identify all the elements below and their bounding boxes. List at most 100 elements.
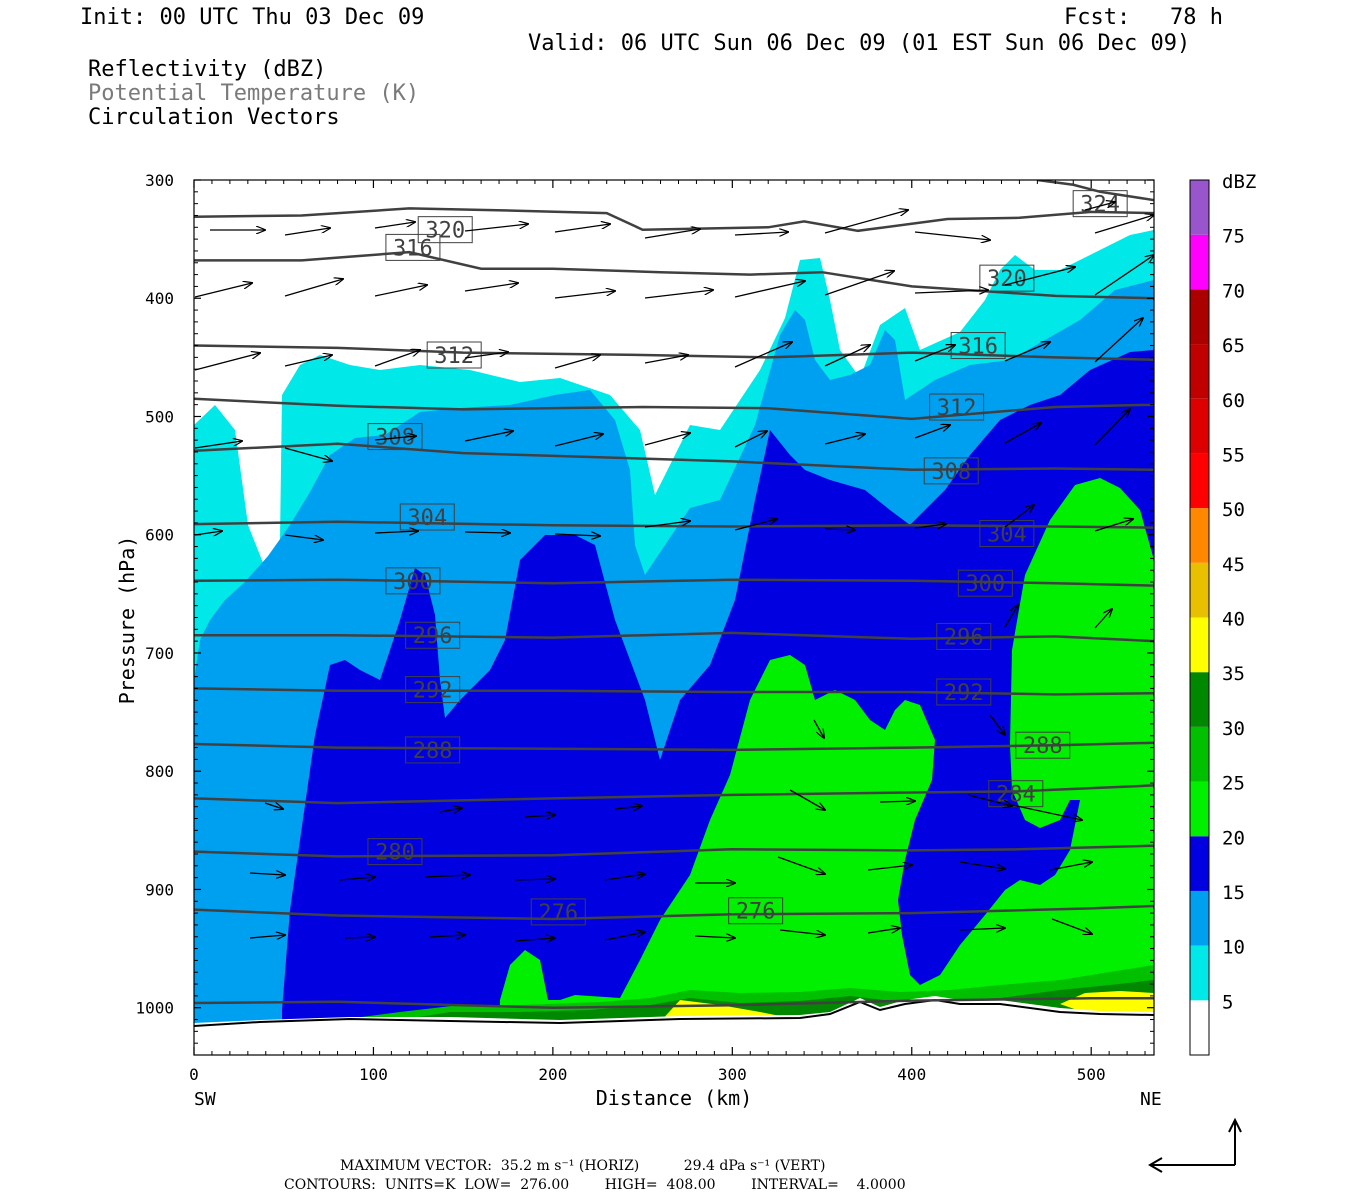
theta-label-box bbox=[1015, 731, 1071, 759]
circulation-vector bbox=[824, 434, 865, 445]
circulation-vector bbox=[644, 229, 700, 239]
init-time: Init: 00 UTC Thu 03 Dec 09 bbox=[80, 5, 425, 30]
theta-label-box bbox=[979, 520, 1035, 548]
theta-label-box bbox=[426, 341, 482, 369]
theta-contour-line bbox=[194, 250, 1154, 300]
colorbar-label: 30 bbox=[1222, 718, 1245, 740]
theta-label: 288 bbox=[413, 739, 453, 764]
circulation-vector bbox=[914, 345, 955, 362]
theta-label: 312 bbox=[434, 344, 474, 369]
y-axis-label: Pressure (hPa) bbox=[115, 536, 139, 705]
circulation-vector bbox=[1094, 215, 1154, 234]
circulation-vector bbox=[194, 283, 252, 298]
theta-label: 296 bbox=[413, 624, 453, 649]
colorbar-swatch bbox=[1190, 836, 1209, 891]
y-tick-label: 600 bbox=[145, 526, 174, 545]
circulation-vector bbox=[734, 519, 777, 531]
colorbar-label: 40 bbox=[1222, 609, 1245, 631]
circulation-vector bbox=[734, 431, 767, 448]
field-theta: Potential Temperature (K) bbox=[88, 81, 420, 106]
colorbar-swatch bbox=[1190, 890, 1209, 946]
theta-label: 324 bbox=[1080, 193, 1120, 218]
circulation-vector bbox=[374, 350, 420, 367]
circulation-vector bbox=[1084, 202, 1115, 211]
theta-label-box bbox=[728, 897, 784, 925]
theta-label-box bbox=[923, 457, 979, 485]
colorbar-label: 55 bbox=[1222, 444, 1245, 466]
circulation-vector bbox=[374, 436, 416, 440]
circulation-vector bbox=[734, 342, 792, 368]
colorbar-label: 50 bbox=[1222, 499, 1245, 521]
circulation-vector bbox=[779, 929, 825, 935]
colorbar-swatch bbox=[1190, 453, 1209, 509]
theta-contour-line bbox=[194, 207, 1154, 233]
theta-label: 300 bbox=[393, 570, 433, 595]
colorbar-label: 5 bbox=[1222, 991, 1233, 1013]
theta-label-box bbox=[936, 622, 992, 650]
y-tick-label: 900 bbox=[145, 880, 174, 899]
circulation-vector bbox=[554, 224, 610, 233]
colorbar-label: 45 bbox=[1222, 554, 1245, 576]
circulation-vector bbox=[284, 447, 332, 461]
theta-contour-line bbox=[194, 397, 1154, 421]
colorbar-swatch bbox=[1190, 617, 1209, 673]
circulation-vector bbox=[464, 224, 528, 232]
circulation-vector bbox=[824, 210, 908, 234]
field-reflectivity: Reflectivity (dBZ) bbox=[88, 57, 327, 82]
reference-vector-icon bbox=[1148, 1117, 1242, 1173]
colorbar-swatch bbox=[1190, 180, 1209, 235]
circulation-vector bbox=[284, 279, 343, 297]
circulation-vector bbox=[1094, 318, 1143, 363]
circulation-vector bbox=[1011, 804, 1082, 820]
circulation-vector bbox=[959, 861, 1005, 869]
circulation-vector bbox=[867, 928, 900, 934]
circulation-vector bbox=[424, 875, 470, 877]
x-tick-label: 100 bbox=[359, 1065, 388, 1084]
theta-label: 280 bbox=[375, 841, 415, 866]
x-tick-label: 0 bbox=[189, 1065, 199, 1084]
theta-label-box bbox=[405, 676, 461, 704]
circulation-vector bbox=[249, 873, 285, 875]
circulation-vector bbox=[1049, 862, 1092, 871]
circulation-vector bbox=[554, 291, 615, 299]
circulation-vector bbox=[249, 935, 285, 938]
circulation-vector bbox=[867, 865, 912, 871]
circulation-vector bbox=[914, 425, 950, 439]
theta-contour-line bbox=[194, 344, 1154, 361]
circulation-vector bbox=[514, 938, 555, 941]
colorbar-swatch bbox=[1190, 1000, 1209, 1055]
circulation-vector bbox=[464, 431, 513, 442]
theta-label: 276 bbox=[538, 901, 578, 926]
x-axis-left-end: SW bbox=[194, 1089, 216, 1110]
circulation-vector bbox=[284, 228, 330, 236]
circulation-vector bbox=[694, 936, 735, 938]
circulation-vector bbox=[339, 877, 375, 880]
theta-label: 300 bbox=[965, 572, 1005, 597]
circulation-vector bbox=[514, 879, 555, 880]
circulation-vector bbox=[1094, 609, 1112, 629]
theta-contour-line bbox=[194, 631, 1154, 643]
theta-label: 304 bbox=[987, 523, 1027, 548]
colorbar-swatch bbox=[1190, 344, 1209, 399]
theta-label: 288 bbox=[1023, 734, 1063, 759]
theta-label-box bbox=[988, 780, 1044, 808]
forecast-hour: Fcst: 78 h bbox=[1064, 5, 1223, 30]
theta-label: 276 bbox=[736, 900, 776, 925]
circulation-vector bbox=[464, 352, 508, 359]
x-axis-right-end: NE bbox=[1140, 1089, 1162, 1110]
x-tick-label: 200 bbox=[538, 1065, 567, 1084]
colorbar-label: 60 bbox=[1222, 390, 1245, 412]
colorbar-swatch bbox=[1190, 508, 1209, 563]
circulation-vector bbox=[914, 290, 988, 293]
colorbar-swatch bbox=[1190, 289, 1209, 345]
y-tick-label: 1000 bbox=[135, 999, 174, 1018]
colorbar-label: 15 bbox=[1222, 882, 1245, 904]
theta-contour-line bbox=[194, 844, 1154, 858]
theta-label-box bbox=[929, 393, 985, 421]
circulation-vector bbox=[914, 524, 946, 528]
theta-contour-line bbox=[194, 784, 1154, 805]
circulation-vector bbox=[789, 789, 825, 810]
theta-contour-line bbox=[194, 520, 1154, 529]
theta-contour-line bbox=[194, 442, 1154, 471]
